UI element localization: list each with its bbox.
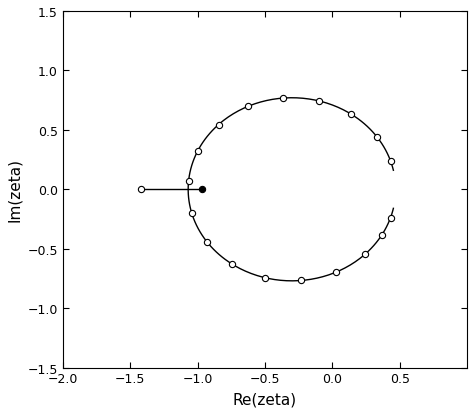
X-axis label: Re(zeta): Re(zeta)	[233, 391, 297, 406]
Y-axis label: Im(zeta): Im(zeta)	[7, 158, 22, 222]
